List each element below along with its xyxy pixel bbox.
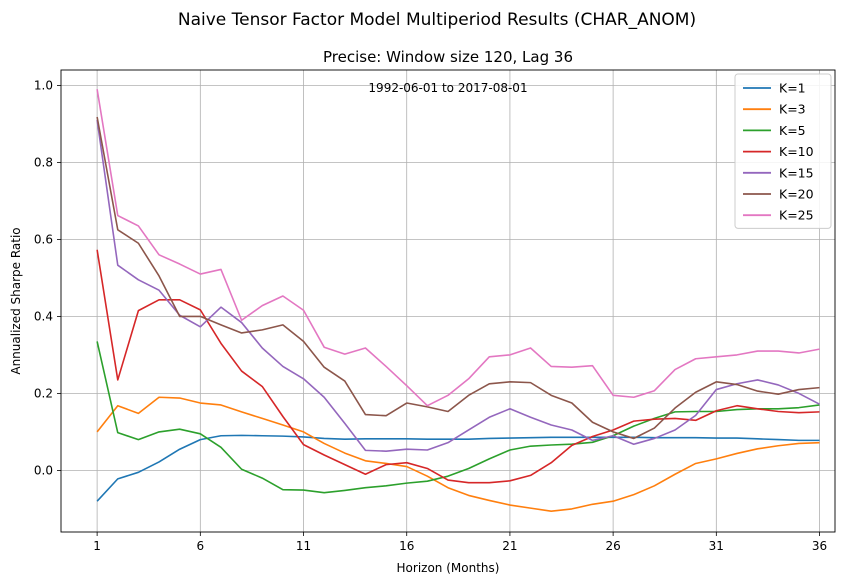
series-line-k-15 [96, 119, 820, 452]
series-line-k-25 [96, 89, 820, 407]
legend-label: K=20 [779, 187, 814, 202]
y-tick-label: 0.6 [34, 232, 53, 246]
y-axis-label: Annualized Sharpe Ratio [9, 227, 23, 374]
y-axis-ticks: 0.0 0.2 0.4 0.6 0.8 1.0 [34, 78, 61, 477]
x-tick-label: 21 [502, 539, 517, 553]
x-tick-label: 16 [399, 539, 414, 553]
chart-suptitle: Naive Tensor Factor Model Multiperiod Re… [178, 10, 696, 30]
series-line-k-10 [96, 249, 820, 484]
date-range-annotation: 1992-06-01 to 2017-08-01 [368, 81, 527, 95]
legend: K=1 K=3 K=5 K=10 K=15 K=20 K=25 [734, 73, 832, 229]
legend-label: K=25 [779, 208, 814, 223]
x-axis-ticks: 1 6 11 16 21 26 31 36 [93, 532, 827, 553]
x-tick-label: 26 [605, 539, 620, 553]
x-axis-label: Horizon (Months) [397, 561, 500, 575]
y-tick-label: 1.0 [34, 78, 53, 92]
legend-label: K=5 [779, 123, 806, 138]
y-tick-label: 0.8 [34, 155, 53, 169]
x-tick-label: 36 [812, 539, 827, 553]
y-tick-label: 0.0 [34, 463, 53, 477]
x-tick-label: 6 [196, 539, 204, 553]
chart-title: Precise: Window size 120, Lag 36 [323, 48, 573, 66]
x-tick-label: 11 [296, 539, 311, 553]
x-tick-label: 31 [709, 539, 724, 553]
x-tick-label: 1 [93, 539, 101, 553]
series-line-k-20 [96, 116, 820, 440]
y-tick-label: 0.2 [34, 386, 53, 400]
legend-label: K=15 [779, 165, 814, 180]
legend-box [734, 73, 832, 229]
legend-label: K=1 [779, 81, 806, 96]
legend-label: K=10 [779, 144, 814, 159]
y-tick-label: 0.4 [34, 309, 53, 323]
series-line-k-1 [96, 434, 820, 502]
series-layer [96, 89, 820, 513]
legend-label: K=3 [779, 102, 806, 117]
series-line-k-3 [96, 396, 820, 513]
plot-area-frame [60, 69, 836, 533]
